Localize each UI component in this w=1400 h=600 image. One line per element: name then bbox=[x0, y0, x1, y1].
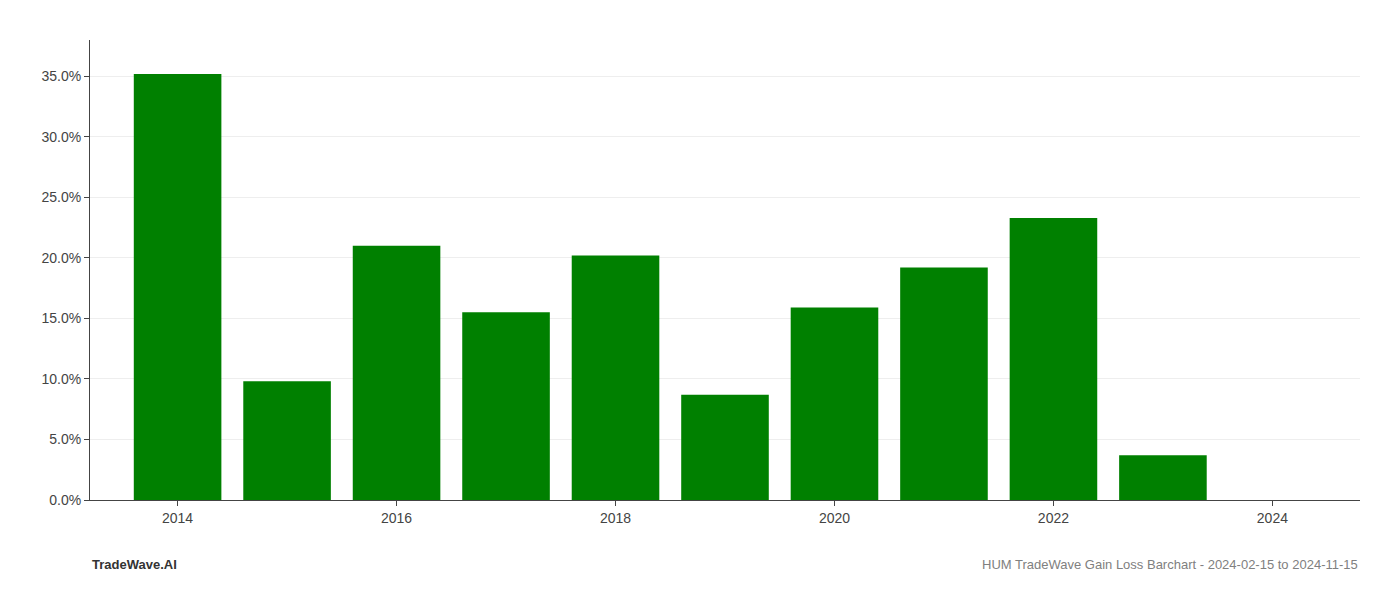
svg-text:2020: 2020 bbox=[819, 510, 850, 526]
svg-text:2014: 2014 bbox=[162, 510, 193, 526]
svg-text:25.0%: 25.0% bbox=[41, 189, 81, 205]
svg-text:2024: 2024 bbox=[1257, 510, 1288, 526]
svg-text:30.0%: 30.0% bbox=[41, 129, 81, 145]
svg-text:HUM TradeWave Gain Loss Barcha: HUM TradeWave Gain Loss Barchart - 2024-… bbox=[982, 557, 1358, 572]
svg-text:2022: 2022 bbox=[1038, 510, 1069, 526]
svg-text:20.0%: 20.0% bbox=[41, 250, 81, 266]
svg-text:TradeWave.AI: TradeWave.AI bbox=[92, 557, 177, 572]
svg-text:35.0%: 35.0% bbox=[41, 68, 81, 84]
svg-text:2016: 2016 bbox=[381, 510, 412, 526]
svg-text:10.0%: 10.0% bbox=[41, 371, 81, 387]
svg-text:5.0%: 5.0% bbox=[49, 431, 81, 447]
svg-text:0.0%: 0.0% bbox=[49, 492, 81, 508]
svg-text:15.0%: 15.0% bbox=[41, 310, 81, 326]
svg-text:2018: 2018 bbox=[600, 510, 631, 526]
